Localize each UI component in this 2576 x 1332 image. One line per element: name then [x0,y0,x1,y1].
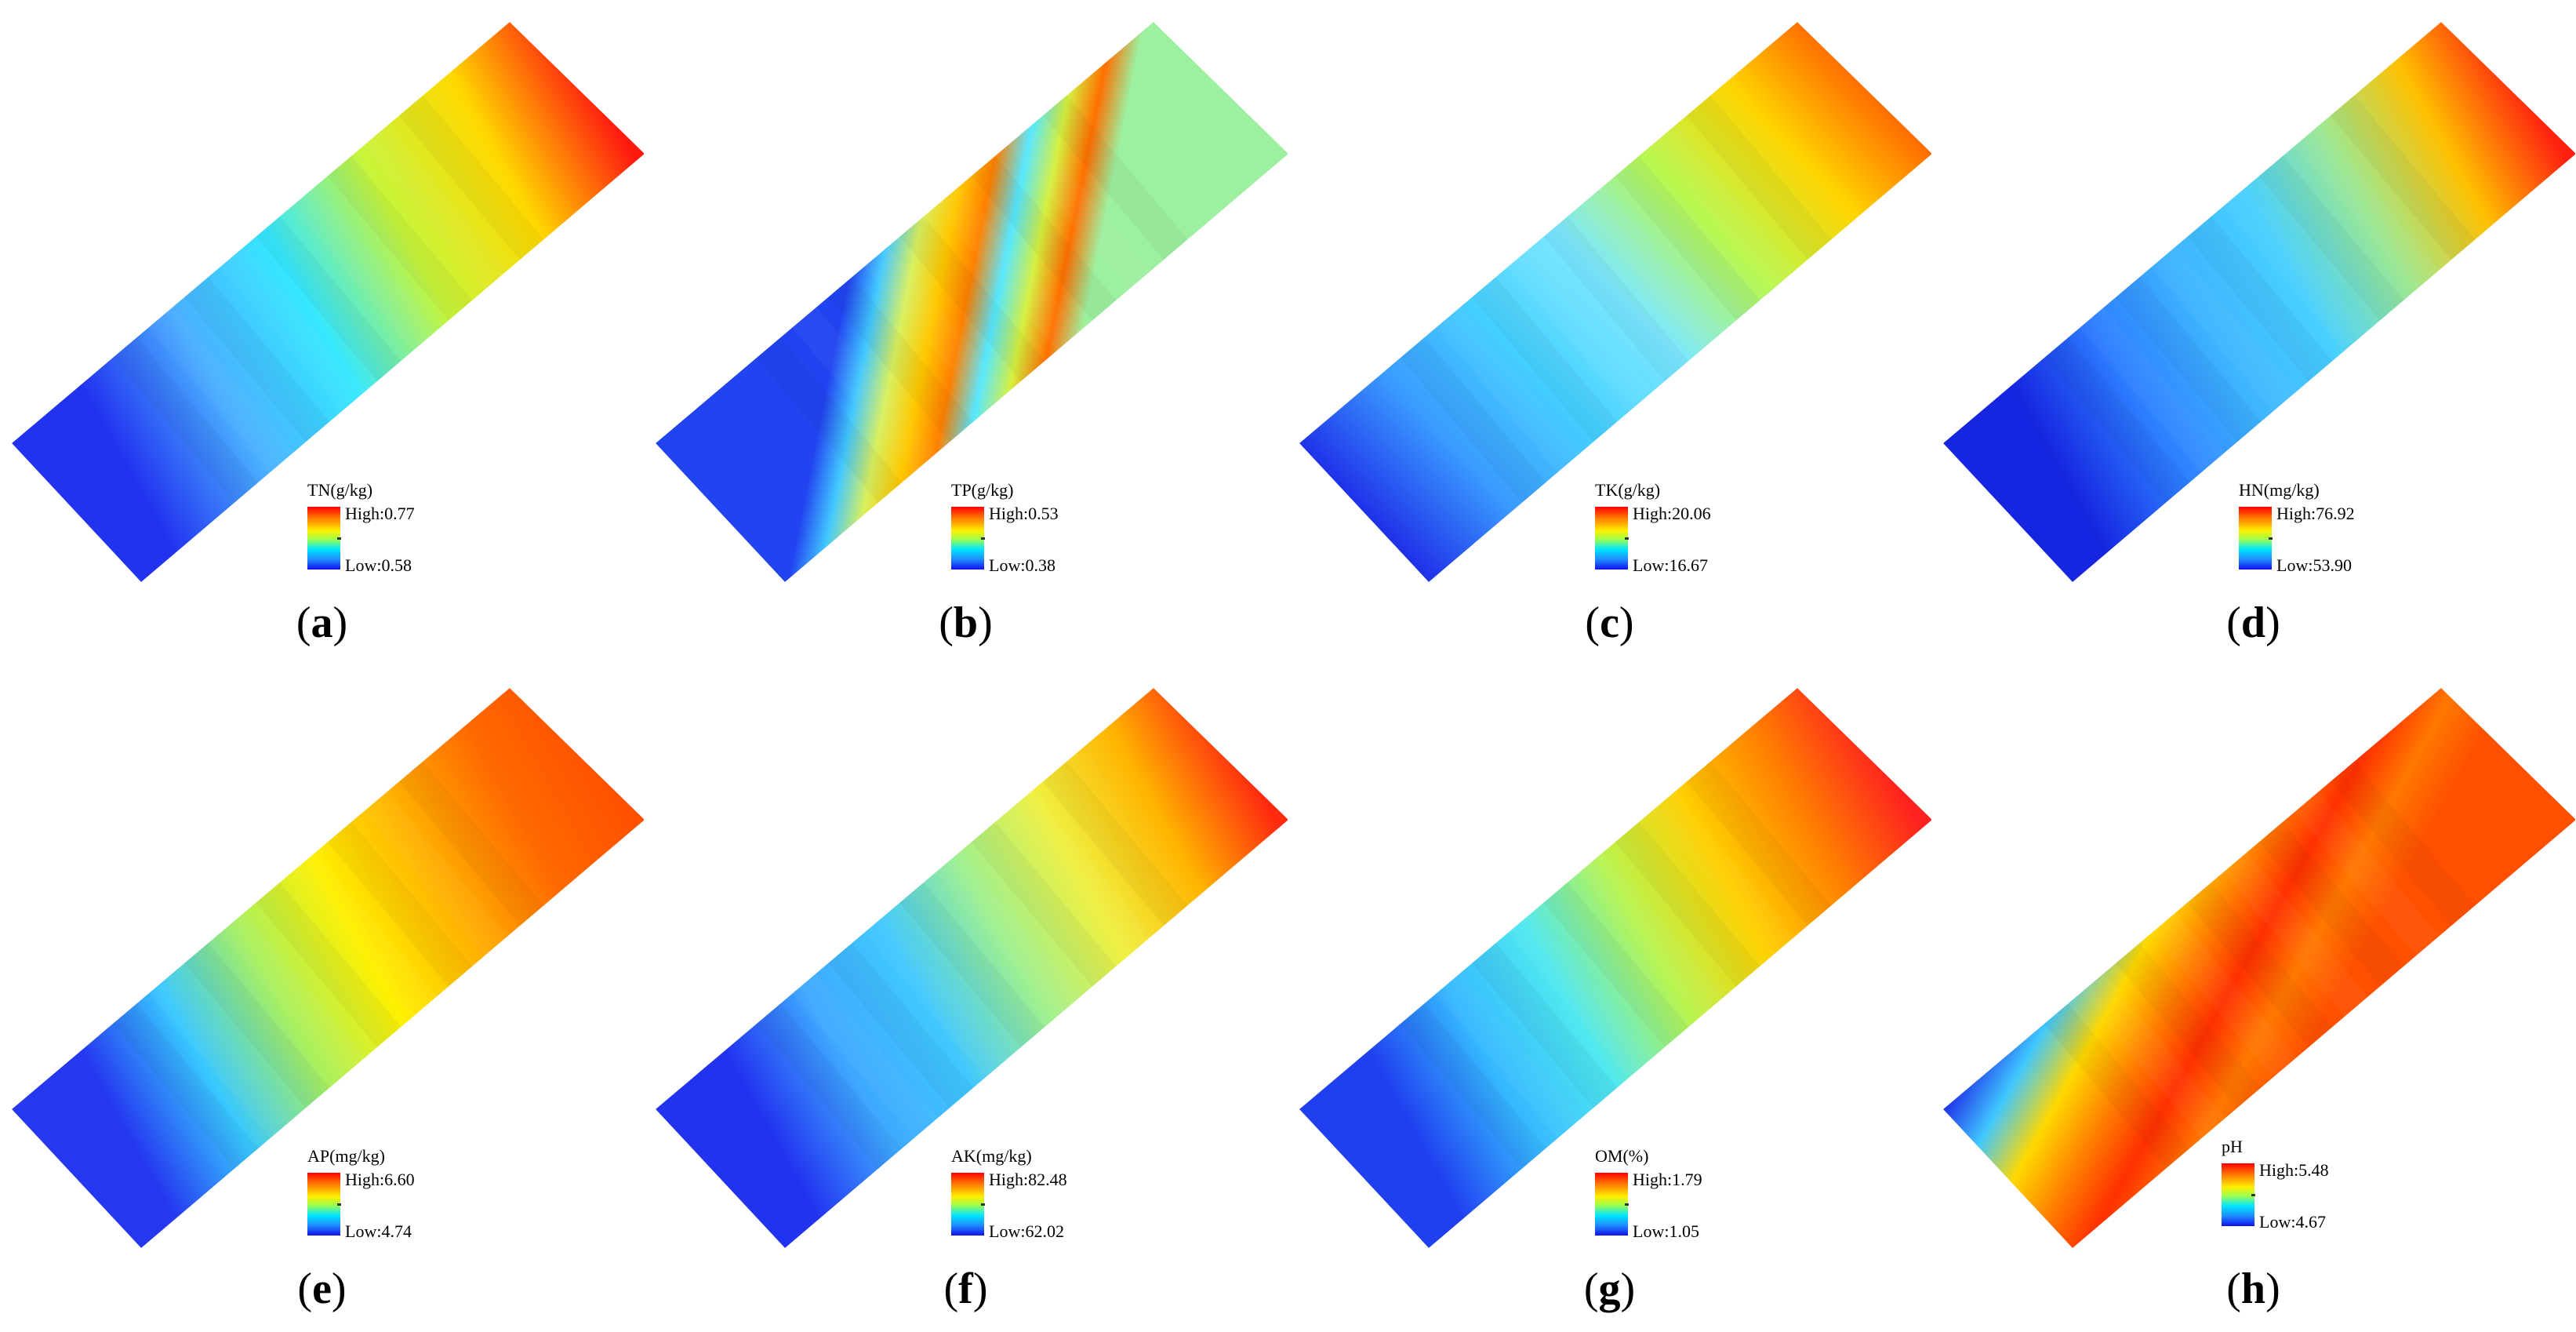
field-surface [1299,22,1931,582]
legend-low-value: Low:0.58 [345,555,412,575]
panel-f: AK(mg/kg) High:82.48 Low:62.02 (f) [644,666,1288,1332]
soil-map-f [656,688,1288,1248]
legend-high-value: High:76.92 [2276,504,2355,523]
panel-label: (g) [1583,1265,1636,1313]
field-surface [656,688,1288,1248]
soil-map-a [12,22,644,582]
panel-label: (d) [2226,599,2280,647]
panel-letter: a [311,599,333,647]
field-surface [656,22,1288,582]
soil-map-d [1943,22,2575,582]
legend-high-value: High:20.06 [1633,504,1711,523]
panel-d: HN(mg/kg) High:76.92 Low:53.90 (d) [1931,0,2575,666]
panel-label: (h) [2226,1265,2280,1313]
panel-letter: c [1600,599,1619,647]
panel-letter: b [953,599,979,647]
legend-high-value: High:6.60 [345,1170,415,1189]
legend-title: TK(g/kg) [1595,480,1661,500]
soil-map-g [1299,688,1931,1248]
legend-title: AK(mg/kg) [951,1146,1032,1166]
panel-letter: g [1598,1265,1621,1313]
legend-color-ramp [2222,1163,2254,1226]
legend-low-value: Low:0.38 [989,555,1055,575]
legend-high-value: High:5.48 [2259,1160,2329,1180]
field-surface [12,688,644,1248]
legend-color-ramp [951,507,984,570]
legend-color-ramp [1595,1173,1628,1236]
panel-letter: h [2240,1265,2266,1313]
field-surface [1299,688,1931,1248]
legend-title: TN(g/kg) [307,480,373,500]
field-surface [1943,22,2575,582]
panel-b: TP(g/kg) High:0.53 Low:0.38 (b) [644,0,1288,666]
legend-color-ramp [2239,507,2272,570]
legend-tick [337,537,341,540]
legend-title: AP(mg/kg) [307,1146,385,1166]
panel-h: pH High:5.48 Low:4.67 (h) [1931,666,2575,1332]
field-surface [12,22,644,582]
soil-map-c [1299,22,1931,582]
legend-tick [981,537,985,540]
legend-high-value: High:82.48 [989,1170,1067,1189]
panel-c: TK(g/kg) High:20.06 Low:16.67 (c) [1288,0,1931,666]
legend-color-ramp [307,1173,340,1236]
soil-map-b [656,22,1288,582]
panel-label: (a) [296,599,348,647]
legend-tick [2251,1194,2255,1196]
legend-low-value: Low:4.67 [2259,1212,2326,1232]
legend-title: HN(mg/kg) [2239,480,2320,500]
legend-title: OM(%) [1595,1146,1649,1166]
legend-low-value: Low:1.05 [1633,1221,1699,1241]
soil-map-h [1943,688,2575,1248]
legend-high-value: High:0.53 [989,504,1059,523]
legend-tick [2269,537,2273,540]
legend-title: TP(g/kg) [951,480,1014,500]
legend-color-ramp [307,507,340,570]
legend-high-value: High:0.77 [345,504,415,523]
legend-tick [1625,537,1629,540]
panel-letter: f [958,1265,973,1313]
legend-low-value: Low:62.02 [989,1221,1064,1241]
legend-low-value: Low:53.90 [2276,555,2352,575]
panel-letter: d [2240,599,2266,647]
panel-label: (f) [943,1265,988,1313]
field-surface [1943,688,2575,1248]
legend-low-value: Low:16.67 [1633,555,1708,575]
legend-tick [337,1203,341,1206]
legend-color-ramp [951,1173,984,1236]
panel-label: (b) [939,599,993,647]
legend-tick [1625,1203,1629,1206]
soil-map-e [12,688,644,1248]
panel-letter: e [312,1265,332,1313]
panel-label: (c) [1585,599,1634,647]
legend-high-value: High:1.79 [1633,1170,1702,1189]
legend-title: pH [2222,1137,2243,1156]
legend-tick [981,1203,985,1206]
panel-label: (e) [297,1265,347,1313]
panel-g: OM(%) High:1.79 Low:1.05 (g) [1288,666,1931,1332]
legend-low-value: Low:4.74 [345,1221,412,1241]
panel-e: AP(mg/kg) High:6.60 Low:4.74 (e) [0,666,644,1332]
panel-a: TN(g/kg) High:0.77 Low:0.58 (a) [0,0,644,666]
legend-color-ramp [1595,507,1628,570]
